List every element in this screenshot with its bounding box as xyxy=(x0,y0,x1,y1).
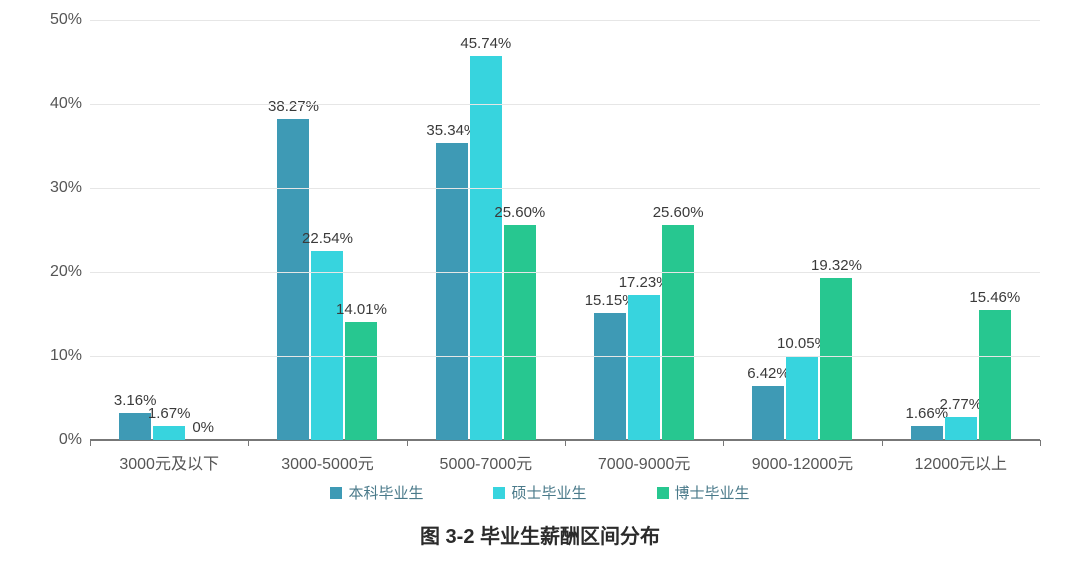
bar: 6.42% xyxy=(752,386,784,440)
salary-distribution-chart: 3.16%1.67%0%3000元及以下38.27%22.54%14.01%30… xyxy=(0,0,1080,572)
legend-item: 博士毕业生 xyxy=(657,482,750,503)
bar: 1.67% xyxy=(153,426,185,440)
bar-value-label: 22.54% xyxy=(302,230,353,251)
y-tick-label: 50% xyxy=(50,11,90,29)
legend-item: 本科毕业生 xyxy=(330,482,423,503)
bar-group: 6.42%10.05%19.32%9000-12000元 xyxy=(723,20,881,440)
bar-groups: 3.16%1.67%0%3000元及以下38.27%22.54%14.01%30… xyxy=(90,20,1040,440)
x-tick-mark xyxy=(248,440,249,446)
bar-value-label: 0% xyxy=(192,419,214,440)
bar-value-label: 25.60% xyxy=(494,204,545,225)
x-tick-label: 3000元及以下 xyxy=(90,440,248,474)
bar: 2.77% xyxy=(945,417,977,440)
bar-value-label: 1.67% xyxy=(148,405,191,426)
bar-group: 15.15%17.23%25.60%7000-9000元 xyxy=(565,20,723,440)
legend-label: 硕士毕业生 xyxy=(511,482,586,503)
chart-caption: 图 3-2 毕业生薪酬区间分布 xyxy=(0,520,1080,549)
y-tick-label: 40% xyxy=(50,95,90,113)
bar: 19.32% xyxy=(820,278,852,440)
bar-group: 1.66%2.77%15.46%12000元以上 xyxy=(882,20,1040,440)
x-tick-mark xyxy=(407,440,408,446)
bars: 3.16%1.67%0% xyxy=(90,20,248,440)
bar: 15.15% xyxy=(594,313,626,440)
bars: 15.15%17.23%25.60% xyxy=(565,20,723,440)
gridline xyxy=(90,188,1040,189)
bar-value-label: 6.42% xyxy=(747,365,790,386)
legend-swatch xyxy=(330,487,342,499)
gridline xyxy=(90,20,1040,21)
legend-item: 硕士毕业生 xyxy=(493,482,586,503)
bar: 17.23% xyxy=(628,295,660,440)
bars: 35.34%45.74%25.60% xyxy=(407,20,565,440)
x-tick-mark xyxy=(565,440,566,446)
bar-group: 38.27%22.54%14.01%3000-5000元 xyxy=(248,20,406,440)
bar: 3.16% xyxy=(119,413,151,440)
bar-group: 35.34%45.74%25.60%5000-7000元 xyxy=(407,20,565,440)
gridline xyxy=(90,356,1040,357)
x-tick-label: 9000-12000元 xyxy=(723,440,881,474)
legend-label: 博士毕业生 xyxy=(675,482,750,503)
bar-value-label: 14.01% xyxy=(336,301,387,322)
gridline xyxy=(90,272,1040,273)
y-tick-label: 30% xyxy=(50,179,90,197)
bar: 14.01% xyxy=(345,322,377,440)
bars: 38.27%22.54%14.01% xyxy=(248,20,406,440)
x-tick-mark xyxy=(90,440,91,446)
bar: 15.46% xyxy=(979,310,1011,440)
bar-value-label: 45.74% xyxy=(460,35,511,56)
gridline xyxy=(90,104,1040,105)
x-tick-mark xyxy=(723,440,724,446)
bar: 10.05% xyxy=(786,356,818,440)
x-tick-label: 7000-9000元 xyxy=(565,440,723,474)
plot-area: 3.16%1.67%0%3000元及以下38.27%22.54%14.01%30… xyxy=(90,20,1040,440)
bar-value-label: 15.46% xyxy=(969,289,1020,310)
bar: 25.60% xyxy=(662,225,694,440)
bar: 1.66% xyxy=(911,426,943,440)
bar-value-label: 25.60% xyxy=(653,204,704,225)
bars: 1.66%2.77%15.46% xyxy=(882,20,1040,440)
legend-swatch xyxy=(493,487,505,499)
bar: 45.74% xyxy=(470,56,502,440)
y-tick-label: 20% xyxy=(50,263,90,281)
bar: 22.54% xyxy=(311,251,343,440)
y-tick-label: 10% xyxy=(50,347,90,365)
x-tick-label: 12000元以上 xyxy=(882,440,1040,474)
y-tick-label: 0% xyxy=(59,431,90,449)
bar: 38.27% xyxy=(277,119,309,440)
bars: 6.42%10.05%19.32% xyxy=(723,20,881,440)
x-tick-label: 3000-5000元 xyxy=(248,440,406,474)
x-tick-mark xyxy=(1040,440,1041,446)
x-tick-mark xyxy=(882,440,883,446)
legend-swatch xyxy=(657,487,669,499)
bar-value-label: 2.77% xyxy=(940,396,983,417)
bar: 25.60% xyxy=(504,225,536,440)
legend: 本科毕业生 硕士毕业生 博士毕业生 xyxy=(0,482,1080,503)
bar-value-label: 38.27% xyxy=(268,98,319,119)
x-tick-label: 5000-7000元 xyxy=(407,440,565,474)
bar-group: 3.16%1.67%0%3000元及以下 xyxy=(90,20,248,440)
bar-value-label: 19.32% xyxy=(811,257,862,278)
legend-label: 本科毕业生 xyxy=(348,482,423,503)
